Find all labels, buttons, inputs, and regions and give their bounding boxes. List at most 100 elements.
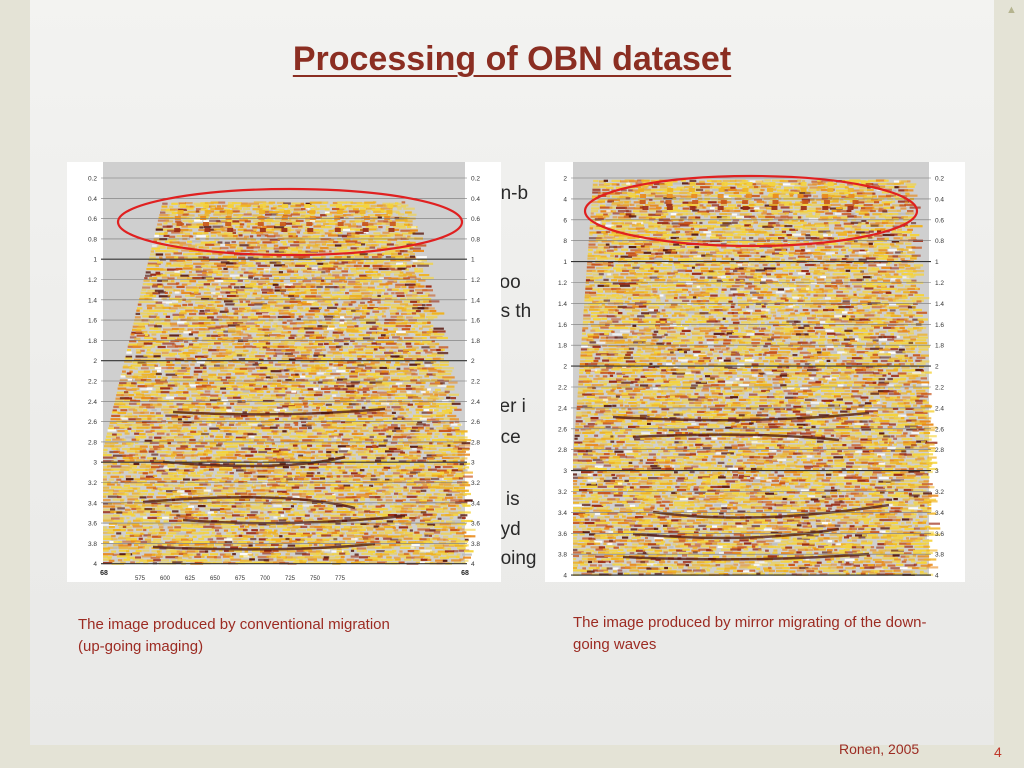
depth-tick-label: 1 <box>93 257 97 264</box>
right-seismic-image: 2 0.2 4 0.4 6 0.6 8 0.8 1 1 1.2 1.2 1.4 1.4 1.6 1.6 1.8 1… <box>545 162 965 582</box>
x-tick-label: 650 <box>210 576 221 582</box>
depth-tick-label: 2 <box>563 176 567 183</box>
depth-tick-label: 3.8 <box>935 552 944 559</box>
right-seismic-plot: 2 0.2 4 0.4 6 0.6 8 0.8 1 1 1.2 1.2 1.4 1.4 1.6 1.6 1.8 1… <box>558 162 944 580</box>
occluded-fragment: going <box>490 548 537 569</box>
depth-tick-label: 1 <box>563 259 567 266</box>
depth-tick-label: 2.8 <box>558 447 567 454</box>
depth-tick-label: 4 <box>563 196 567 203</box>
depth-tick-label: 1.8 <box>88 338 97 345</box>
depth-tick-label: 3.6 <box>935 531 944 538</box>
seismic-reflections <box>573 179 941 576</box>
depth-tick-label: 2.4 <box>935 405 944 412</box>
x-tick-label: 600 <box>160 576 171 582</box>
depth-tick-label: 3.2 <box>88 480 97 487</box>
depth-tick-label: 1.8 <box>558 343 567 350</box>
depth-tick-label: 2 <box>935 364 939 371</box>
depth-tick-label: 8 <box>563 238 567 245</box>
depth-tick-label: 1.2 <box>471 277 480 284</box>
depth-tick-label: 0.4 <box>471 196 480 203</box>
depth-tick-label: 2.2 <box>88 379 97 386</box>
depth-tick-label: 4 <box>471 561 475 568</box>
slide-title: Processing of OBN dataset <box>0 40 1024 79</box>
x-tick-label: 625 <box>185 576 196 582</box>
depth-tick-label: 1.8 <box>935 343 944 350</box>
depth-tick-label: 3.2 <box>935 489 944 496</box>
depth-tick-label: 2.2 <box>471 379 480 386</box>
slide-title-text: Processing of OBN dataset <box>292 40 732 78</box>
depth-tick-label: 4 <box>563 573 567 580</box>
depth-tick-label: 2.6 <box>935 426 944 433</box>
citation-credit: Ronen, 2005 <box>839 741 920 757</box>
depth-tick-label: 1.2 <box>558 280 567 287</box>
depth-tick-label: 3 <box>563 468 567 475</box>
depth-tick-label: 2.4 <box>88 399 97 406</box>
reflector-horizon <box>632 433 840 442</box>
depth-tick-label: 1.2 <box>935 280 944 287</box>
x-tick-label: 675 <box>235 576 246 582</box>
depth-tick-label: 1.4 <box>558 301 567 308</box>
depth-tick-label: 1.6 <box>935 322 944 329</box>
depth-tick-label: 2.8 <box>935 447 944 454</box>
depth-tick-label: 3.6 <box>558 531 567 538</box>
depth-tick-label: 1.2 <box>88 277 97 284</box>
depth-tick-label: 0.2 <box>471 176 480 183</box>
reflector-horizon <box>622 552 870 561</box>
highlight-ellipse <box>583 174 919 248</box>
x-edge-label: 68 <box>461 570 469 577</box>
depth-tick-label: 6 <box>563 217 567 224</box>
depth-tick-label: 1.6 <box>88 318 97 325</box>
reflector-horizon <box>152 542 376 551</box>
highlight-ellipse <box>116 187 464 257</box>
x-tick-label: 700 <box>260 576 271 582</box>
depth-tick-label: 3.6 <box>88 521 97 528</box>
left-image-caption: The image produced by conventional migra… <box>78 616 390 655</box>
depth-tick-label: 0.4 <box>88 196 97 203</box>
depth-tick-label: 0.6 <box>935 217 944 224</box>
reflector-horizon <box>162 455 346 468</box>
depth-tick-label: 2 <box>93 358 97 365</box>
depth-tick-label: 1 <box>935 259 939 266</box>
depth-tick-label: 2.8 <box>471 439 480 446</box>
x-tick-label: 750 <box>310 576 321 582</box>
depth-tick-label: 1.6 <box>471 318 480 325</box>
depth-tick-label: 0.6 <box>88 216 97 223</box>
depth-tick-label: 3 <box>471 460 475 467</box>
depth-tick-label: 0.8 <box>88 236 97 243</box>
depth-tick-label: 2.6 <box>471 419 480 426</box>
reflector-horizon <box>612 411 870 422</box>
depth-tick-label: 3.4 <box>471 500 480 507</box>
x-edge-label: 68 <box>100 570 108 577</box>
reflector-horizon <box>142 495 356 510</box>
page-number: 4 <box>994 744 1002 760</box>
depth-tick-label: 3.4 <box>558 510 567 517</box>
depth-tick-label: 3.6 <box>471 521 480 528</box>
depth-tick-label: 3.4 <box>935 510 944 517</box>
depth-tick-label: 3.2 <box>558 489 567 496</box>
depth-tick-label: 2.4 <box>471 399 480 406</box>
depth-tick-label: 4 <box>93 561 97 568</box>
depth-tick-label: 2.8 <box>88 439 97 446</box>
depth-tick-label: 1.4 <box>88 297 97 304</box>
depth-tick-label: 3.8 <box>558 552 567 559</box>
depth-tick-label: 0.2 <box>935 176 944 183</box>
x-tick-label: 725 <box>285 576 296 582</box>
depth-tick-label: 0.8 <box>935 238 944 245</box>
reflector-horizon <box>172 407 386 416</box>
depth-tick-label: 0.2 <box>88 176 97 183</box>
depth-tick-label: 2.6 <box>88 419 97 426</box>
depth-tick-label: 1.4 <box>935 301 944 308</box>
depth-tick-label: 1.8 <box>471 338 480 345</box>
x-tick-label: 775 <box>335 576 346 582</box>
depth-tick-label: 3.8 <box>471 541 480 548</box>
double-triangle-icon: ▲ <box>1006 4 1017 16</box>
depth-tick-label: 2.2 <box>935 385 944 392</box>
depth-tick-label: 2.6 <box>558 426 567 433</box>
right-image-caption: The image produced by mirror migrating o… <box>573 614 927 653</box>
depth-tick-label: 0.6 <box>471 216 480 223</box>
depth-tick-label: 1.6 <box>558 322 567 329</box>
depth-tick-label: 3.4 <box>88 500 97 507</box>
depth-tick-label: 4 <box>935 573 939 580</box>
depth-tick-label: 3 <box>93 460 97 467</box>
depth-tick-label: 0.8 <box>471 236 480 243</box>
